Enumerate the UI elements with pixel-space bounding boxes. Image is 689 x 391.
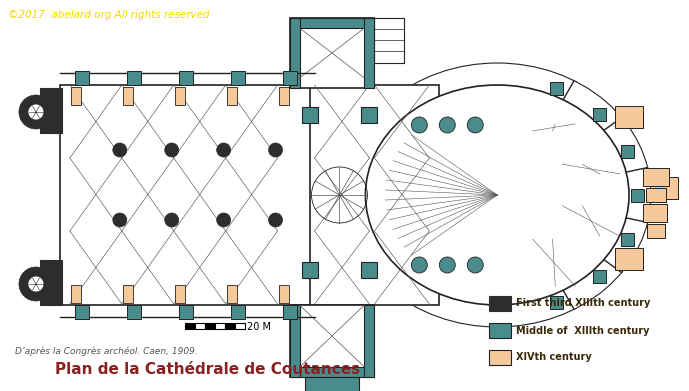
- Bar: [231, 305, 245, 319]
- Bar: [289, 18, 374, 88]
- Bar: [278, 285, 289, 303]
- Bar: [593, 270, 606, 283]
- Circle shape: [440, 117, 455, 133]
- Bar: [195, 323, 205, 329]
- Circle shape: [411, 257, 427, 273]
- Bar: [364, 18, 374, 88]
- Text: 20 M: 20 M: [247, 322, 271, 332]
- Bar: [178, 305, 193, 319]
- Bar: [650, 177, 678, 199]
- Bar: [40, 260, 62, 305]
- Circle shape: [165, 143, 178, 157]
- Circle shape: [113, 143, 127, 157]
- Circle shape: [216, 143, 231, 157]
- Bar: [60, 85, 314, 305]
- Bar: [231, 71, 245, 85]
- Circle shape: [467, 117, 483, 133]
- Bar: [227, 285, 236, 303]
- Bar: [289, 305, 300, 377]
- Bar: [551, 296, 564, 309]
- Bar: [75, 305, 89, 319]
- Ellipse shape: [343, 63, 651, 327]
- Bar: [178, 71, 193, 85]
- Bar: [40, 88, 62, 133]
- Bar: [305, 377, 360, 391]
- Circle shape: [440, 257, 455, 273]
- Bar: [551, 82, 564, 95]
- Circle shape: [467, 257, 483, 273]
- Bar: [643, 168, 669, 186]
- Bar: [647, 224, 665, 238]
- Text: First third XIIIth century: First third XIIIth century: [516, 298, 650, 308]
- Circle shape: [269, 213, 282, 227]
- Bar: [646, 188, 666, 202]
- Bar: [489, 323, 511, 338]
- Bar: [309, 85, 440, 305]
- Circle shape: [113, 213, 127, 227]
- Bar: [175, 285, 185, 303]
- Bar: [615, 106, 643, 128]
- Bar: [123, 87, 133, 105]
- Circle shape: [216, 213, 231, 227]
- Bar: [175, 87, 185, 105]
- Bar: [643, 204, 667, 222]
- Bar: [289, 305, 374, 377]
- Bar: [489, 350, 511, 365]
- Bar: [621, 145, 634, 158]
- Bar: [615, 248, 643, 270]
- Bar: [215, 323, 225, 329]
- Bar: [362, 107, 378, 123]
- Bar: [75, 71, 89, 85]
- Bar: [302, 107, 318, 123]
- Bar: [235, 323, 245, 329]
- Bar: [71, 285, 81, 303]
- Bar: [621, 233, 634, 246]
- Bar: [593, 108, 606, 121]
- Bar: [289, 18, 374, 28]
- Circle shape: [19, 95, 53, 129]
- Bar: [289, 18, 300, 88]
- Bar: [364, 305, 374, 377]
- Bar: [123, 285, 133, 303]
- Bar: [282, 71, 296, 85]
- Bar: [185, 323, 195, 329]
- Bar: [362, 262, 378, 278]
- Circle shape: [411, 117, 427, 133]
- Bar: [282, 305, 296, 319]
- Bar: [489, 296, 511, 311]
- Ellipse shape: [365, 85, 629, 305]
- Circle shape: [269, 143, 282, 157]
- Bar: [289, 367, 374, 377]
- Bar: [71, 87, 81, 105]
- Bar: [205, 323, 215, 329]
- Circle shape: [28, 104, 44, 120]
- Bar: [374, 18, 404, 63]
- Bar: [127, 71, 141, 85]
- Bar: [631, 189, 644, 202]
- Bar: [278, 87, 289, 105]
- Text: D’après la Congrès archéol. Caen, 1909.: D’après la Congrès archéol. Caen, 1909.: [15, 346, 198, 355]
- Text: Plan de la Cathédrale de Coutances: Plan de la Cathédrale de Coutances: [55, 362, 360, 377]
- Bar: [127, 305, 141, 319]
- Bar: [227, 87, 236, 105]
- Circle shape: [28, 276, 44, 292]
- Circle shape: [19, 267, 53, 301]
- Bar: [302, 262, 318, 278]
- Text: ©2017  abelard.org All rights reserved: ©2017 abelard.org All rights reserved: [8, 10, 209, 20]
- Bar: [225, 323, 235, 329]
- Text: XIVth century: XIVth century: [516, 353, 592, 362]
- Text: Middle of  XIIIth century: Middle of XIIIth century: [516, 325, 650, 335]
- Circle shape: [165, 213, 178, 227]
